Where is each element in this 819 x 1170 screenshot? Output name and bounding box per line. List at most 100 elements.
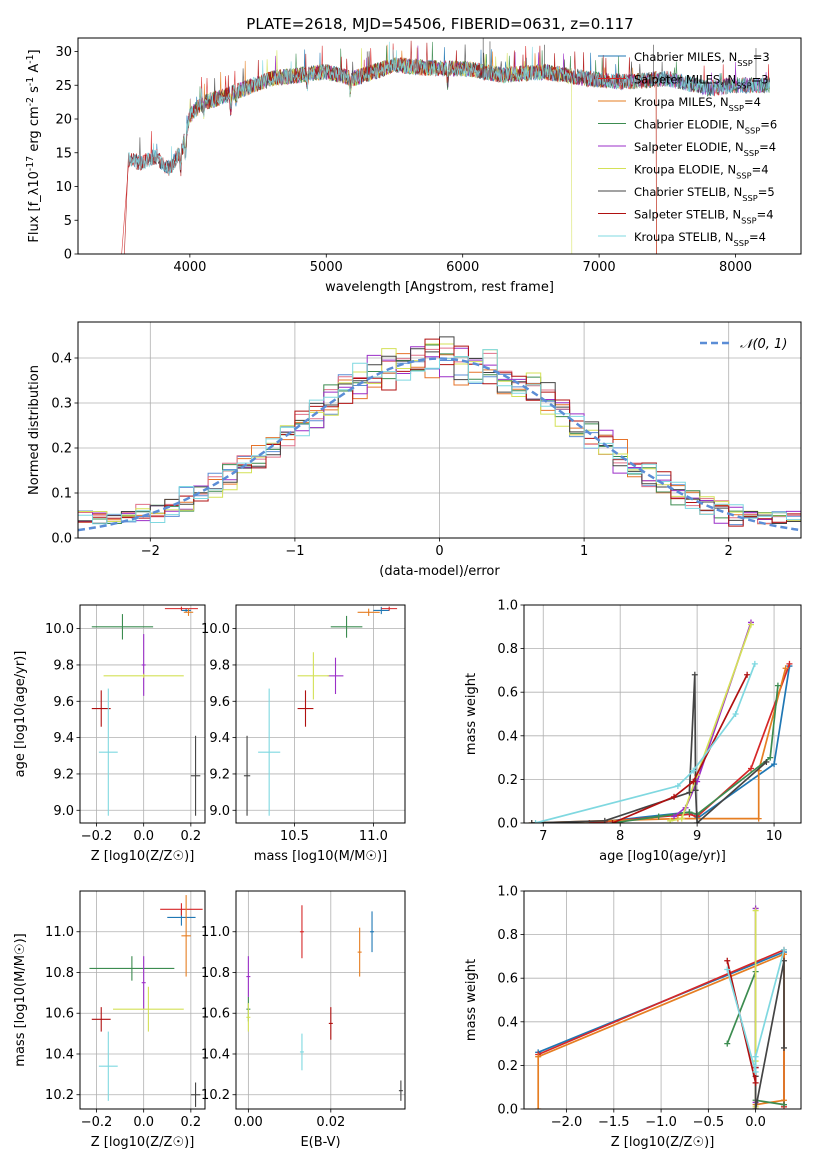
- tick-label-y: 0.8: [497, 642, 518, 657]
- tick-label-x: 1: [580, 544, 588, 559]
- tick-label-y: 9.4: [209, 731, 230, 746]
- y-axis-label: mass [log10(M/M☉)]: [13, 933, 28, 1066]
- weight-marker: [744, 671, 751, 678]
- figure-title: PLATE=2618, MJD=54506, FIBERID=0631, z=0…: [246, 15, 633, 33]
- weight-marker: [724, 957, 731, 964]
- tick-label-x: 0: [435, 544, 443, 559]
- residuals-axes: −2 −1 0 1 2 0.0 0.1 0.2 0.3 0.4 (data-model)/error…: [27, 321, 802, 579]
- errorbar-point-kroupa-elodie: [103, 673, 184, 678]
- tick-label-y: 9.6: [53, 695, 74, 710]
- errorbar-point-kroupa-stelib: [98, 688, 118, 816]
- weight-line: [726, 949, 785, 1073]
- tick-label-y: 0.4: [497, 1015, 518, 1030]
- tick-label-x: 8000: [719, 260, 752, 275]
- weight-marker: [686, 789, 693, 796]
- errorbar-point-salpeter-miles: [160, 903, 203, 916]
- tick-label-x: 4000: [173, 260, 206, 275]
- age-vs-mass-axes: 10.5 11.0 9.0 9.2 9.4 9.6 9.8 10.0 mass [log10(M…: [201, 604, 406, 864]
- tick-label-y: 0.4: [497, 729, 518, 744]
- tick-label-x: 7: [539, 829, 547, 844]
- tick-label-x: 6000: [446, 260, 479, 275]
- weight-marker: [752, 1106, 759, 1109]
- mass-vs-z-frame: [79, 890, 206, 1110]
- tick-label-y: 10.6: [45, 1007, 74, 1022]
- weight-marker: [782, 665, 789, 672]
- x-axis-label: wavelength [Angstrom, rest frame]: [325, 280, 554, 295]
- tick-label-x: 7000: [583, 260, 616, 275]
- tick-label-x: −2: [141, 544, 160, 559]
- age-vs-z-plot-area: [91, 606, 201, 816]
- tick-label-y: 10.0: [45, 622, 74, 637]
- errorbar-point-chabrier-miles: [373, 606, 390, 615]
- spectrum-plot-area: [121, 38, 770, 254]
- weight-vs-z-plot-area: [535, 905, 787, 1109]
- weight-marker: [755, 815, 762, 822]
- residuals-frame: [77, 321, 802, 539]
- tick-label-y: 9.8: [209, 658, 230, 673]
- weight-series-chabrier-stelib: [752, 957, 787, 1109]
- weight-marker: [535, 1106, 542, 1109]
- tick-label-x: 9: [693, 829, 701, 844]
- tick-label-y: 10.2: [201, 1088, 230, 1103]
- tick-label-x: 0.2: [181, 829, 202, 844]
- errorbar-point-salpeter-elodie: [141, 956, 146, 1010]
- weight-marker: [780, 1044, 787, 1051]
- tick-label-x: 0.0: [133, 829, 154, 844]
- weight-marker: [655, 813, 662, 820]
- tick-label-y: 11.0: [45, 925, 74, 940]
- weight-marker: [724, 1040, 731, 1047]
- weight-marker: [671, 813, 678, 820]
- weight-vs-age-frame: [523, 604, 802, 824]
- weight-marker: [674, 782, 681, 789]
- weight-series-kroupa-elodie: [667, 621, 754, 823]
- tick-label-x: 2: [725, 544, 733, 559]
- tick-label-y: 0.3: [51, 397, 72, 412]
- tick-label-y: 10.4: [45, 1047, 74, 1062]
- legend-label-kroupa-stelib: Kroupa STELIB, NSSP=4: [634, 230, 766, 248]
- weight-line: [535, 663, 756, 823]
- errorbar-point-chabrier-miles: [370, 911, 375, 953]
- weight-marker: [690, 778, 697, 785]
- weight-marker: [780, 946, 787, 953]
- weight-marker: [528, 820, 535, 823]
- tick-label-x: 5000: [310, 260, 343, 275]
- tick-label-y: 9.0: [209, 804, 230, 819]
- weight-vs-z-frame: [523, 890, 802, 1110]
- errorbar-point-salpeter-elodie: [327, 657, 344, 695]
- weight-vs-age-plot-area: [528, 619, 793, 823]
- legend-label-chabrier-miles: Chabrier MILES, NSSP=3: [634, 50, 770, 68]
- tick-label-y: 0.2: [51, 442, 72, 457]
- tick-label-x: 0.02: [316, 1115, 345, 1130]
- weight-marker: [751, 660, 758, 667]
- tick-label-x: −0.2: [81, 829, 113, 844]
- mass-vs-ebv-plot-area: [246, 905, 403, 1101]
- tick-label-y: 1.0: [497, 885, 518, 900]
- errorbar-point-chabrier-stelib: [398, 1080, 403, 1101]
- errorbar-point-salpeter-stelib: [91, 690, 111, 727]
- tick-label-y: 0: [64, 248, 72, 263]
- tick-label-x: 8: [616, 829, 624, 844]
- legend-label-chabrier-elodie: Chabrier ELODIE, NSSP=6: [634, 118, 777, 136]
- mass-vs-z-axes: −0.2 0.0 0.2 10.2 10.4 10.6 10.8 11.0 Z [log10(Z…: [13, 890, 206, 1150]
- errorbar-point-kroupa-elodie: [113, 986, 184, 1032]
- weight-marker: [752, 1079, 759, 1086]
- weight-marker: [747, 765, 754, 772]
- spectrum-line-kroupa-elodie: [182, 48, 573, 254]
- tick-label-x: 0.0: [745, 1115, 766, 1130]
- weight-marker: [747, 621, 754, 628]
- weight-marker: [752, 1053, 759, 1060]
- age-vs-mass-plot-area: [243, 606, 398, 816]
- tick-label-x: −0.2: [81, 1115, 113, 1130]
- weight-line: [612, 674, 748, 823]
- weight-marker: [532, 820, 539, 823]
- tick-label-y: 0.4: [51, 352, 72, 367]
- y-axis-label: Flux [f_λ10-17 erg cm-2 s-1 A-1]: [25, 49, 43, 242]
- weight-series-chabrier-stelib: [528, 671, 770, 823]
- tick-label-y: 9.2: [53, 767, 74, 782]
- weight-marker: [786, 660, 793, 667]
- spectrum-axes: 4000 5000 6000 7000 8000 0 5 10 15 20 25 30 waveleng…: [25, 37, 802, 295]
- tick-label-y: 0.2: [497, 1059, 518, 1074]
- x-axis-label: E(B-V): [300, 1135, 340, 1150]
- errorbar-point-kroupa-miles: [183, 608, 194, 616]
- mass-vs-ebv-axes: 0.00 0.02 10.2 10.4 10.6 10.8 11.0 E(B-V): [201, 890, 406, 1150]
